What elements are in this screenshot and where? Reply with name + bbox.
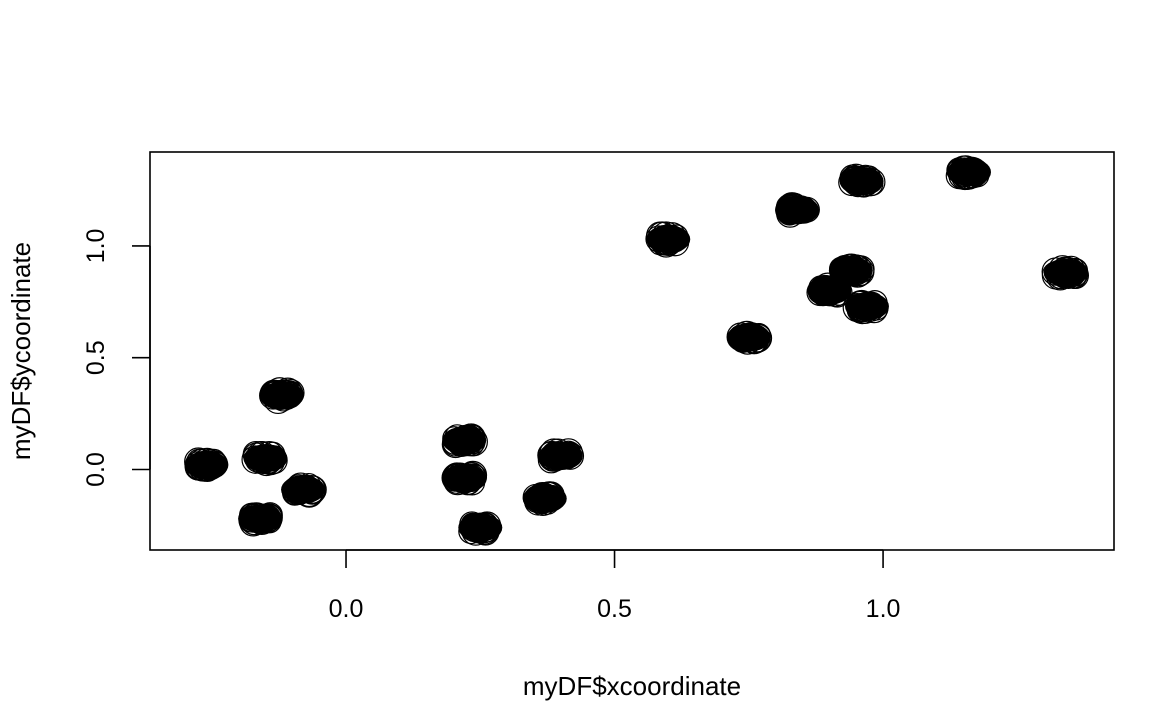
x-tick-label: 1.0 — [866, 595, 901, 623]
data-point — [838, 163, 886, 198]
data-point — [441, 460, 488, 496]
data-point — [441, 423, 488, 459]
x-tick-label: 0.5 — [597, 595, 632, 623]
x-axis-label: myDF$xcoordinate — [523, 671, 741, 701]
y-tick-label: 0.5 — [82, 340, 110, 375]
data-point — [238, 502, 283, 537]
y-tick-label: 0.0 — [82, 452, 110, 487]
data-point — [522, 481, 567, 517]
data-point — [645, 221, 691, 258]
data-point — [259, 377, 305, 415]
points-layer — [184, 155, 1090, 546]
data-point — [281, 472, 327, 508]
data-point — [775, 192, 820, 228]
x-tick-label: 0.0 — [329, 595, 364, 623]
data-point — [458, 511, 503, 546]
data-point — [537, 438, 585, 474]
y-axis-label: myDF$ycoordinate — [6, 242, 36, 460]
data-point — [945, 155, 991, 191]
y-axis: 0.0 0.5 1.0 — [82, 229, 151, 487]
y-tick-label: 1.0 — [82, 229, 110, 264]
data-point — [1041, 255, 1090, 291]
data-point — [184, 447, 229, 482]
data-point — [842, 289, 889, 325]
data-point — [726, 320, 773, 355]
x-axis: 0.0 0.5 1.0 — [329, 549, 901, 623]
data-point — [241, 440, 288, 477]
data-point — [828, 253, 875, 289]
